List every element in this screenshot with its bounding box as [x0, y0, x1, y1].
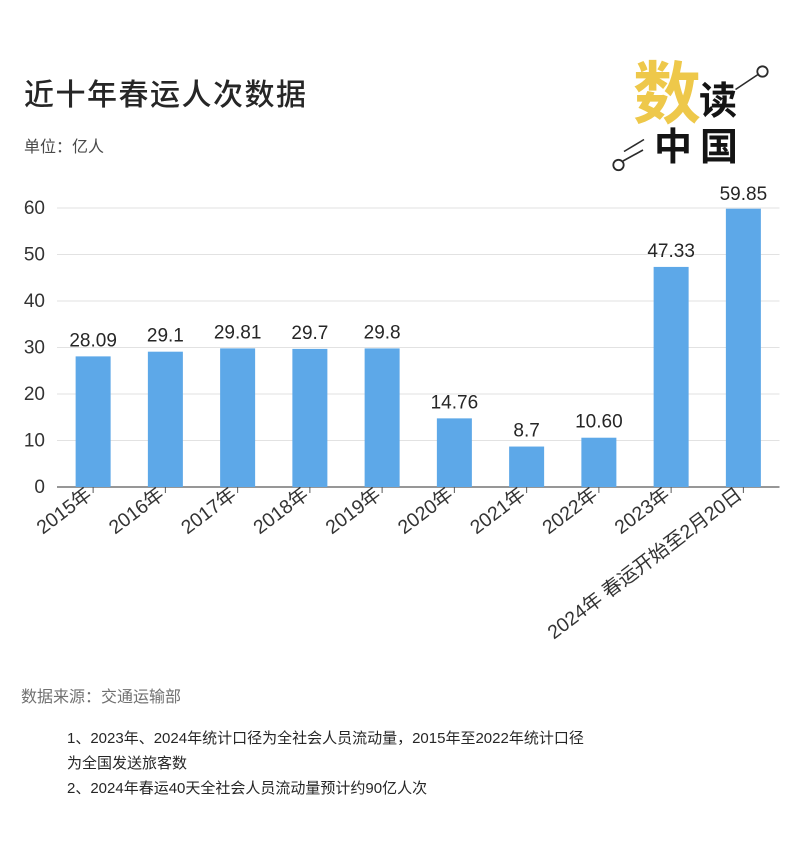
svg-text:47.33: 47.33 [647, 241, 695, 262]
svg-text:30: 30 [24, 338, 45, 359]
svg-text:29.1: 29.1 [147, 326, 184, 347]
svg-text:14.76: 14.76 [431, 392, 479, 413]
svg-text:8.7: 8.7 [513, 421, 539, 442]
svg-text:59.85: 59.85 [720, 184, 768, 205]
svg-text:0: 0 [34, 477, 45, 498]
svg-text:2020年: 2020年 [394, 483, 457, 538]
svg-text:50: 50 [24, 245, 45, 266]
svg-text:2019年: 2019年 [322, 483, 385, 538]
svg-text:10.60: 10.60 [575, 412, 623, 433]
svg-text:2021年: 2021年 [466, 483, 529, 538]
svg-text:2023年: 2023年 [611, 483, 674, 538]
svg-text:60: 60 [24, 198, 45, 219]
svg-text:国: 国 [700, 116, 738, 171]
svg-text:28.09: 28.09 [69, 330, 117, 351]
svg-text:2018年: 2018年 [249, 483, 312, 538]
svg-text:20: 20 [24, 384, 45, 405]
svg-text:2022年: 2022年 [538, 483, 601, 538]
svg-text:40: 40 [24, 291, 45, 312]
svg-text:29.81: 29.81 [214, 322, 262, 343]
svg-text:29.7: 29.7 [291, 323, 328, 344]
svg-text:29.8: 29.8 [364, 322, 401, 343]
svg-text:2017年: 2017年 [177, 483, 240, 538]
svg-text:中: 中 [654, 116, 692, 171]
svg-text:2016年: 2016年 [105, 483, 168, 538]
svg-text:10: 10 [24, 431, 45, 452]
